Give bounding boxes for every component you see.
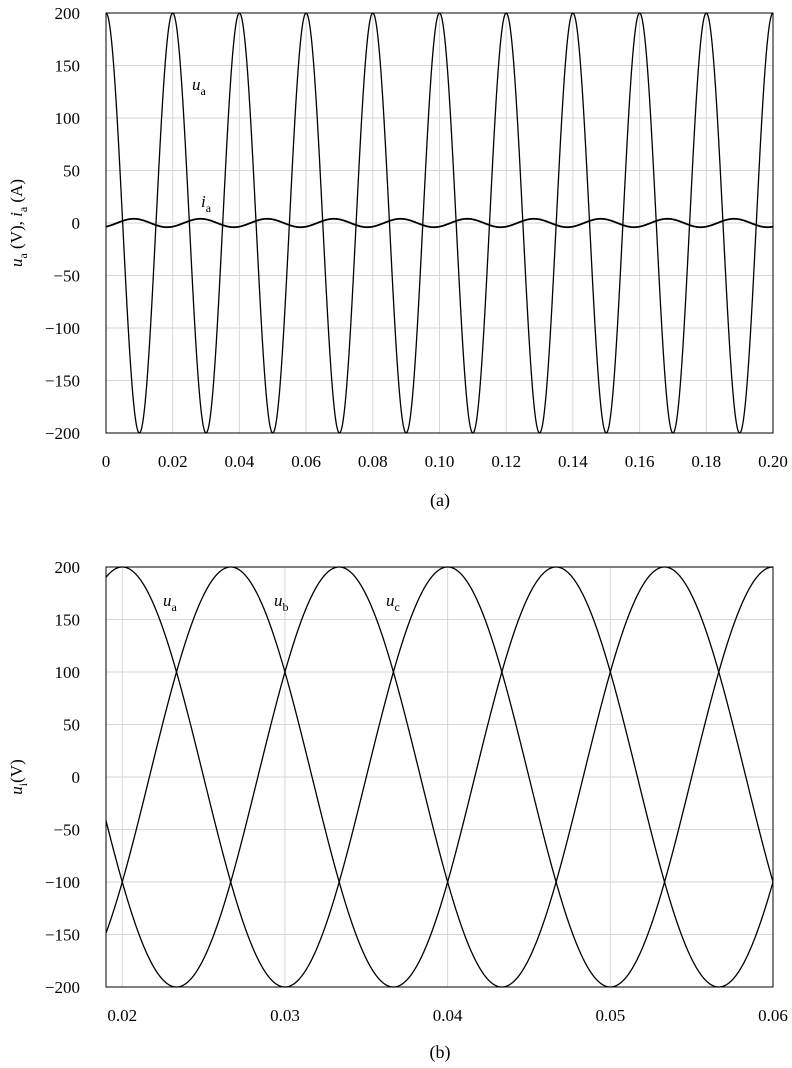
y-tick-label-b-8: −200 — [45, 978, 80, 997]
x-tick-label-b-1: 0.03 — [270, 1006, 300, 1025]
y-tick-label-b-4: 0 — [72, 768, 81, 787]
y-tick-label-b-1: 150 — [55, 611, 81, 630]
grid-a — [106, 13, 773, 433]
series-label-uc-b-main: u — [386, 591, 395, 610]
x-tick-label-a-7: 0.14 — [558, 452, 588, 471]
y-axis-label-a-tail: (A) — [7, 179, 26, 207]
series-label-ia-a: ia — [201, 192, 212, 215]
y-tick-label-a-0: 200 — [55, 4, 81, 23]
y-tick-label-b-6: −100 — [45, 873, 80, 892]
x-tick-label-b-4: 0.06 — [758, 1006, 788, 1025]
y-tick-label-a-2: 100 — [55, 109, 81, 128]
y-axis-label-a-u: u — [7, 259, 26, 268]
x-tick-label-a-1: 0.02 — [158, 452, 188, 471]
chart-panel-b: 0.02 0.03 0.04 0.05 0.06 200 150 100 50 0 −50 −100… — [7, 558, 788, 1063]
y-tick-label-a-3: 50 — [63, 162, 80, 181]
y-axis-label-a-mid: (V), — [7, 217, 26, 253]
x-tick-label-a-5: 0.10 — [425, 452, 455, 471]
caption-b: (b) — [430, 1042, 451, 1063]
x-tick-label-a-8: 0.16 — [625, 452, 655, 471]
series-label-ub-b-main: u — [274, 591, 283, 610]
x-tick-label-a-3: 0.06 — [291, 452, 321, 471]
series-label-ub-b-sub: b — [283, 600, 289, 614]
series-label-ub-b: ub — [274, 591, 289, 614]
y-tick-label-b-2: 100 — [55, 663, 81, 682]
y-tick-label-b-7: −150 — [45, 926, 80, 945]
x-tick-label-a-2: 0.04 — [225, 452, 255, 471]
x-tick-label-b-2: 0.04 — [433, 1006, 463, 1025]
x-tick-labels-b: 0.02 0.03 0.04 0.05 0.06 — [107, 1006, 787, 1025]
y-tick-label-a-6: −100 — [45, 319, 80, 338]
series-label-ua-b: ua — [163, 591, 178, 614]
series-label-uc-b: uc — [386, 591, 400, 614]
y-tick-label-a-1: 150 — [55, 57, 81, 76]
y-tick-label-a-7: −150 — [45, 372, 80, 391]
x-tick-label-b-3: 0.05 — [595, 1006, 625, 1025]
y-axis-label-b-u: u — [7, 786, 26, 795]
series-label-ua-a: ua — [192, 75, 207, 98]
x-tick-label-a-10: 0.20 — [758, 452, 788, 471]
series-label-ua-a-main: u — [192, 75, 201, 94]
series-label-ua-b-sub: a — [172, 600, 178, 614]
x-tick-label-a-6: 0.12 — [491, 452, 521, 471]
y-tick-label-a-4: 0 — [72, 214, 81, 233]
series-label-ua-a-sub: a — [201, 84, 207, 98]
series-label-ua-b-main: u — [163, 591, 172, 610]
grid-b — [106, 567, 773, 987]
caption-a: (a) — [430, 490, 450, 511]
y-tick-label-a-5: −50 — [53, 267, 80, 286]
y-tick-labels-b: 200 150 100 50 0 −50 −100 −150 −200 — [45, 558, 80, 997]
y-tick-label-b-3: 50 — [63, 716, 80, 735]
x-tick-label-a-0: 0 — [102, 452, 111, 471]
y-axis-label-b: ui(V) — [7, 759, 30, 794]
x-tick-label-a-4: 0.08 — [358, 452, 388, 471]
x-tick-labels-a: 0 0.02 0.04 0.06 0.08 0.10 0.12 0.14 0.16 0.18 0.2… — [102, 452, 788, 471]
y-axis-label-a: ua (V), ia (A) — [7, 179, 30, 267]
y-tick-label-a-8: −200 — [45, 424, 80, 443]
x-tick-label-b-0: 0.02 — [107, 1006, 137, 1025]
chart-panel-a: 0 0.02 0.04 0.06 0.08 0.10 0.12 0.14 0.16 0.18 0.2… — [7, 4, 788, 511]
series-label-uc-b-sub: c — [395, 600, 400, 614]
y-tick-label-b-5: −50 — [53, 821, 80, 840]
x-tick-label-a-9: 0.18 — [691, 452, 721, 471]
y-tick-label-b-0: 200 — [55, 558, 81, 577]
y-tick-labels-a: 200 150 100 50 0 −50 −100 −150 −200 — [45, 4, 80, 443]
y-axis-label-b-tail: (V) — [7, 759, 26, 783]
series-label-ia-a-sub: a — [206, 201, 212, 215]
